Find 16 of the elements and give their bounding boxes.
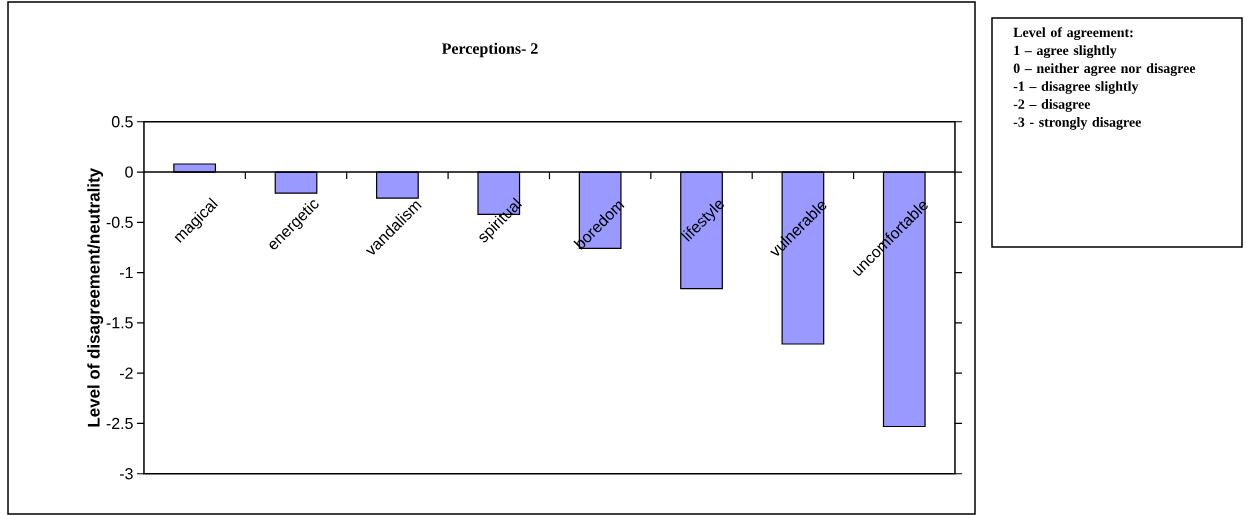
text: -1 – disagree slightly <box>1013 81 1139 94</box>
y-tick-label: 0.5 <box>111 116 133 128</box>
y-tick-label: -2 <box>119 367 133 379</box>
y-tick-label: -1.5 <box>106 317 133 329</box>
y-tick-label: -2.5 <box>106 417 133 430</box>
chart-title: Perceptions- 2 <box>441 42 538 58</box>
text: Level of agreement: <box>1013 27 1133 41</box>
y-tick-label: 0 <box>125 166 133 178</box>
y-tick-label: -1 <box>119 267 133 279</box>
text: 0 – neither agree nor disagree <box>1013 63 1196 76</box>
text: -2 – disagree <box>1013 99 1091 112</box>
y-axis-title: Level of disagreement/neutrality <box>87 167 104 427</box>
y-tick-label: -0.5 <box>106 216 133 228</box>
y-tick-label: -3 <box>119 468 133 480</box>
text: 1 – agree slightly <box>1014 45 1117 59</box>
text: -3 - strongly disagree <box>1013 117 1141 130</box>
